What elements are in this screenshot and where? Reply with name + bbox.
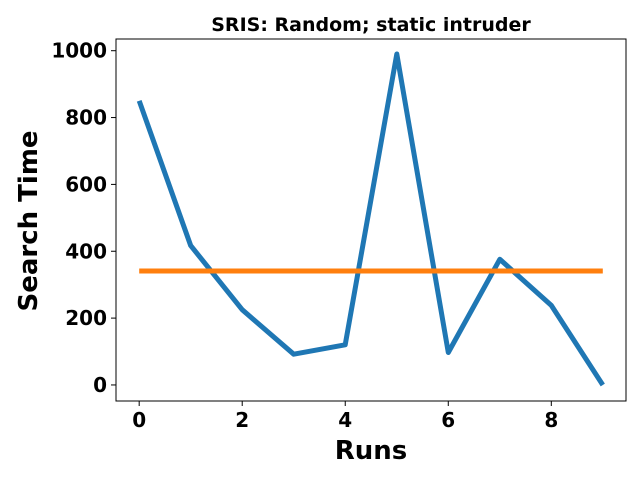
chart-title: SRIS: Random; static intruder <box>211 14 531 36</box>
y-tick-label: 600 <box>65 172 107 196</box>
y-axis: 0 200 400 600 800 1000 <box>51 39 116 397</box>
y-tick-label: 800 <box>65 106 107 130</box>
x-axis-label: Runs <box>335 436 408 466</box>
plot-area <box>136 51 605 387</box>
y-tick-label: 200 <box>65 306 107 330</box>
y-tick-label: 400 <box>65 239 107 263</box>
x-tick-label: 4 <box>338 408 352 432</box>
y-axis-label: Search Time <box>14 130 44 311</box>
x-axis: 0 2 4 6 8 <box>132 401 558 432</box>
x-tick-label: 0 <box>132 408 146 432</box>
y-tick-label: 0 <box>93 373 107 397</box>
x-tick-label: 6 <box>441 408 455 432</box>
y-tick-label: 1000 <box>51 39 107 63</box>
axes-frame <box>115 38 627 402</box>
series-line-0 <box>136 51 605 387</box>
x-tick-label: 8 <box>544 408 558 432</box>
x-tick-label: 2 <box>235 408 249 432</box>
